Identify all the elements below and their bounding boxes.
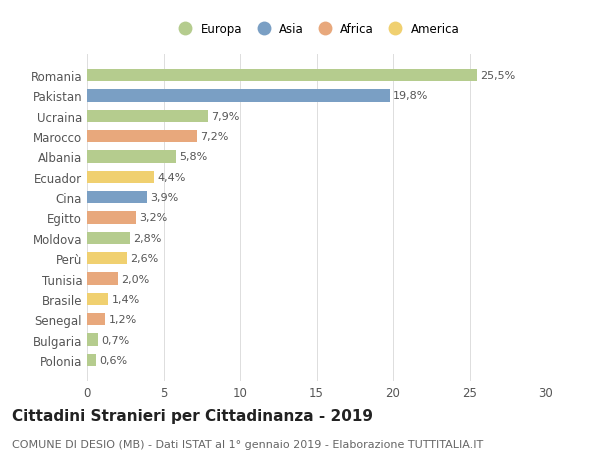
Text: 2,0%: 2,0% — [121, 274, 149, 284]
Text: Cittadini Stranieri per Cittadinanza - 2019: Cittadini Stranieri per Cittadinanza - 2… — [12, 408, 373, 423]
Text: 3,9%: 3,9% — [150, 193, 178, 203]
Bar — [87, 212, 136, 224]
Bar — [87, 90, 390, 102]
Text: 25,5%: 25,5% — [480, 71, 515, 81]
Text: 3,2%: 3,2% — [139, 213, 167, 223]
Bar — [87, 192, 146, 204]
Legend: Europa, Asia, Africa, America: Europa, Asia, Africa, America — [169, 19, 464, 41]
Bar — [87, 232, 130, 244]
Bar — [87, 151, 176, 163]
Bar — [87, 131, 197, 143]
Text: 2,8%: 2,8% — [133, 233, 161, 243]
Text: 1,4%: 1,4% — [112, 294, 140, 304]
Bar — [87, 334, 98, 346]
Bar — [87, 252, 127, 265]
Text: 0,7%: 0,7% — [101, 335, 129, 345]
Text: 0,6%: 0,6% — [99, 355, 127, 365]
Bar — [87, 273, 118, 285]
Text: COMUNE DI DESIO (MB) - Dati ISTAT al 1° gennaio 2019 - Elaborazione TUTTITALIA.I: COMUNE DI DESIO (MB) - Dati ISTAT al 1° … — [12, 440, 483, 449]
Text: 7,2%: 7,2% — [200, 132, 229, 142]
Bar — [87, 171, 154, 184]
Bar — [87, 354, 96, 366]
Text: 1,2%: 1,2% — [109, 314, 137, 325]
Text: 2,6%: 2,6% — [130, 254, 158, 263]
Bar — [87, 70, 477, 82]
Text: 5,8%: 5,8% — [179, 152, 207, 162]
Bar — [87, 313, 106, 325]
Bar — [87, 293, 109, 305]
Bar — [87, 111, 208, 123]
Text: 7,9%: 7,9% — [211, 112, 239, 122]
Text: 4,4%: 4,4% — [157, 173, 186, 182]
Text: 19,8%: 19,8% — [393, 91, 428, 101]
